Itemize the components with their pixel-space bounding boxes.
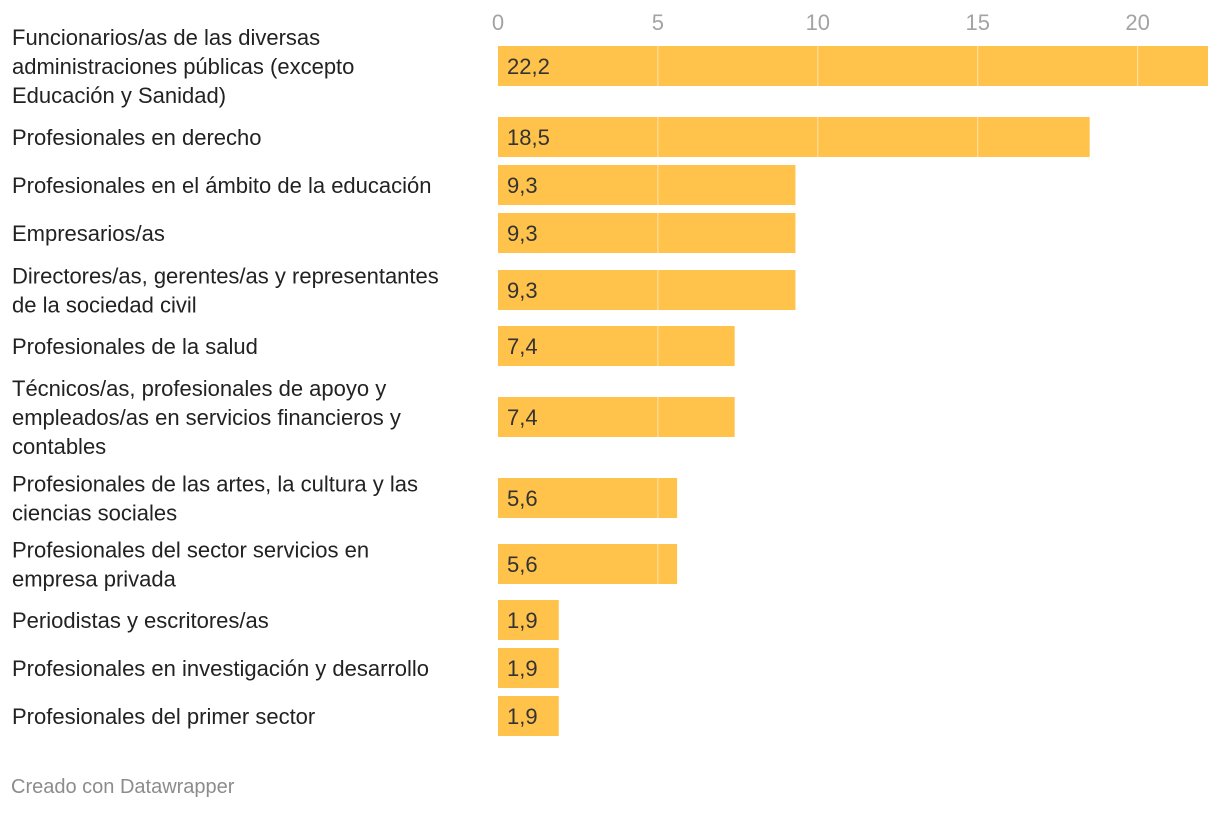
row-label-10: Profesionales en investigación y desarro… xyxy=(12,656,429,681)
row-label-line: Profesionales de la salud xyxy=(12,334,258,359)
value-label-4: 9,3 xyxy=(507,278,538,303)
row-label-line: Periodistas y escritores/as xyxy=(12,608,269,633)
bar-5 xyxy=(498,326,735,366)
row-label-9: Periodistas y escritores/as xyxy=(12,608,269,633)
value-label-0: 22,2 xyxy=(507,54,550,79)
bar-4 xyxy=(498,270,796,310)
bar-9 xyxy=(498,600,559,640)
row-label-line: empleados/as en servicios financieros y xyxy=(12,405,401,430)
x-tick-label-20: 20 xyxy=(1125,10,1149,35)
row-label-8: Profesionales del sector servicios en emp… xyxy=(12,538,369,592)
row-label-line: de la sociedad civil xyxy=(12,293,197,318)
row-label-11: Profesionales del primer sector xyxy=(12,704,315,729)
row-label-line: ciencias sociales xyxy=(12,501,177,526)
value-label-3: 9,3 xyxy=(507,221,538,246)
row-label-line: administraciones públicas (excepto xyxy=(12,54,354,79)
value-label-5: 7,4 xyxy=(507,334,538,359)
bar-1 xyxy=(498,117,1090,157)
row-label-3: Empresarios/as xyxy=(12,221,165,246)
row-label-5: Profesionales de la salud xyxy=(12,334,258,359)
row-label-line: empresa privada xyxy=(12,567,177,592)
row-label-0: Funcionarios/as de las diversas administr… xyxy=(12,25,354,108)
row-label-2: Profesionales en el ámbito de la educaci… xyxy=(12,173,432,198)
bar-8 xyxy=(498,544,678,584)
value-label-10: 1,9 xyxy=(507,656,538,681)
row-label-line: Profesionales del sector servicios en xyxy=(12,538,369,563)
bar-6 xyxy=(498,397,735,437)
row-label-4: Directores/as, gerentes/as y representan… xyxy=(12,264,439,318)
row-label-line: Profesionales en investigación y desarro… xyxy=(12,656,429,681)
row-label-7: Profesionales de las artes, la cultura y… xyxy=(12,472,418,526)
value-label-2: 9,3 xyxy=(507,173,538,198)
row-label-line: Educación y Sanidad) xyxy=(12,83,226,108)
row-label-line: Profesionales de las artes, la cultura y… xyxy=(12,472,418,497)
labels-group: 0 5 10 15 20 22,2 Funcionarios/as de las diver… xyxy=(12,10,1150,729)
x-tick-label-10: 10 xyxy=(806,10,830,35)
value-label-9: 1,9 xyxy=(507,608,538,633)
bar-0 xyxy=(498,46,1208,86)
row-label-line: Técnicos/as, profesionales de apoyo y xyxy=(12,376,386,401)
row-label-line: Directores/as, gerentes/as y representan… xyxy=(12,264,439,289)
bar-11 xyxy=(498,696,559,736)
datawrapper-credit[interactable]: Creado con Datawrapper xyxy=(11,776,235,798)
bar-3 xyxy=(498,213,796,253)
row-label-line: Funcionarios/as de las diversas xyxy=(12,25,320,50)
value-label-8: 5,6 xyxy=(507,552,538,577)
bars-group xyxy=(498,46,1208,736)
x-tick-label-15: 15 xyxy=(965,10,989,35)
row-label-line: Profesionales en derecho xyxy=(12,125,262,150)
row-label-line: contables xyxy=(12,434,106,459)
value-label-11: 1,9 xyxy=(507,704,538,729)
value-label-7: 5,6 xyxy=(507,486,538,511)
row-label-1: Profesionales en derecho xyxy=(12,125,262,150)
value-label-1: 18,5 xyxy=(507,125,550,150)
row-label-line: Empresarios/as xyxy=(12,221,165,246)
row-label-6: Técnicos/as, profesionales de apoyo y emp… xyxy=(12,376,401,459)
x-tick-label-0: 0 xyxy=(492,10,504,35)
bar-10 xyxy=(498,648,559,688)
row-label-line: Profesionales del primer sector xyxy=(12,704,315,729)
value-label-6: 7,4 xyxy=(507,405,538,430)
row-label-line: Profesionales en el ámbito de la educaci… xyxy=(12,173,432,198)
bar-2 xyxy=(498,165,796,205)
gridlines-group xyxy=(657,46,1139,584)
bar-7 xyxy=(498,478,678,518)
x-tick-label-5: 5 xyxy=(652,10,664,35)
